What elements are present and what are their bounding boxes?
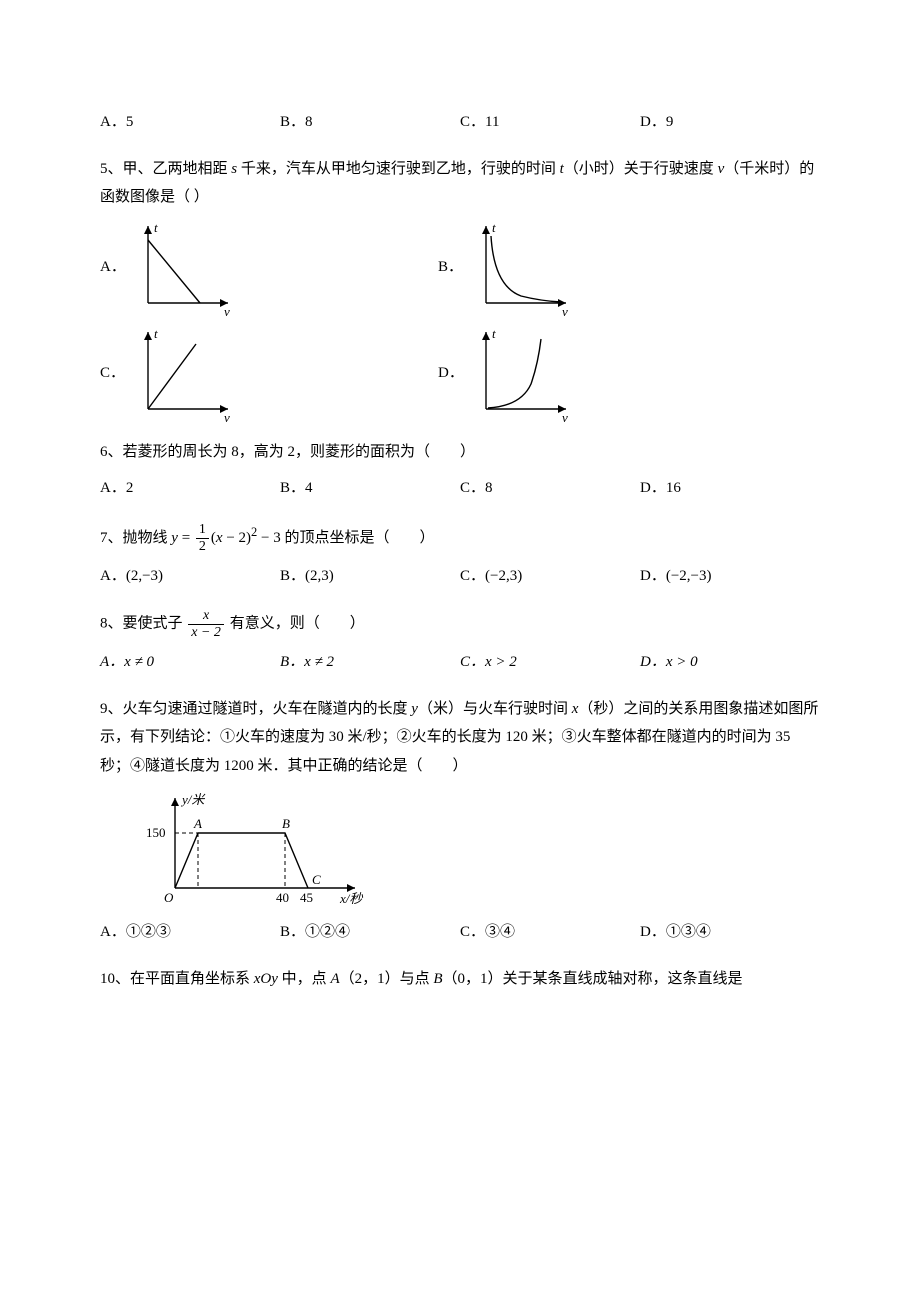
q10-b: 中，点 — [278, 971, 331, 987]
q10-d: （0，1）关于某条直线成轴对称，这条直线是 — [443, 971, 743, 987]
q5-label-c: C． — [100, 359, 128, 388]
q10-c: （2，1）与点 — [340, 971, 434, 987]
q8-opt-a: A．x ≠ 0 — [100, 648, 280, 677]
q9-ytick-150: 150 — [146, 825, 166, 840]
q7-opt-d: D．(−2,−3) — [640, 562, 820, 591]
q5-label-d: D． — [438, 359, 466, 388]
q9-b: （米）与火车行驶时间 — [418, 701, 572, 717]
q8-opt-c: C．x > 2 — [460, 648, 640, 677]
svg-text:v: v — [224, 410, 230, 424]
q10-stem: 10、在平面直角坐标系 xOy 中，点 A（2，1）与点 B（0，1）关于某条直… — [100, 965, 820, 994]
q7-opt-b: B．(2,3) — [280, 562, 460, 591]
q8-opt-d: D．x > 0 — [640, 648, 820, 677]
q7-stem: 7、抛物线 y = 12(x − 2)2 − 3 的顶点坐标是（ ） — [100, 521, 820, 554]
q8-frac: xx − 2 — [188, 608, 224, 640]
q4-opt-b: B．8 — [280, 108, 460, 137]
q5-text-b: 千来，汽车从甲地匀速行驶到乙地，行驶的时间 — [237, 161, 560, 177]
q7-x: x — [216, 530, 223, 546]
svg-text:t: t — [154, 326, 158, 341]
q8-stem: 8、要使式子 xx − 2 有意义，则（ ） — [100, 608, 820, 640]
q5-row-ab: A． t v B． t v — [100, 218, 820, 318]
q9-origin: O — [164, 890, 174, 905]
q5-graph-a: t v — [128, 218, 238, 318]
q9-point-c: C — [312, 872, 321, 887]
q7-options: A．(2,−3) B．(2,3) C．(−2,3) D．(−2,−3) — [100, 562, 820, 591]
q9-opt-a: A．①②③ — [100, 918, 280, 947]
q5-graph-b: t v — [466, 218, 576, 318]
q8-options: A．x ≠ 0 B．x ≠ 2 C．x > 2 D．x > 0 — [100, 648, 820, 677]
q5-row-cd: C． t v D． t v — [100, 324, 820, 424]
axis-v-label: v — [224, 304, 230, 318]
q4-opt-c: C．11 — [460, 108, 640, 137]
axis-t-label: t — [154, 220, 158, 235]
q7-opt-c: C．(−2,3) — [460, 562, 640, 591]
svg-text:v: v — [562, 304, 568, 318]
q9-point-b: B — [282, 816, 290, 831]
q4-opt-a: A．5 — [100, 108, 280, 137]
q9-opt-d: D．①③④ — [640, 918, 820, 947]
q9-options: A．①②③ B．①②④ C．③④ D．①③④ — [100, 918, 820, 947]
q4-options: A．5 B．8 C．11 D．9 — [100, 108, 820, 137]
q5-label-b: B． — [438, 253, 466, 282]
q9-graph: y/米 x/秒 O 150 A B C 40 45 — [140, 788, 820, 908]
q5-text-c: （小时）关于行驶速度 — [564, 161, 718, 177]
q9-opt-c: C．③④ — [460, 918, 640, 947]
q10-xoy: xOy — [254, 971, 278, 987]
svg-text:t: t — [492, 220, 496, 235]
q9-stem: 9、火车匀速通过隧道时，火车在隧道内的长度 y（米）与火车行驶时间 x（秒）之间… — [100, 695, 820, 781]
svg-text:t: t — [492, 326, 496, 341]
q7-y: y — [171, 530, 178, 546]
q5-graph-c: t v — [128, 324, 238, 424]
q7-a: 7、抛物线 — [100, 530, 171, 546]
q10-a: 10、在平面直角坐标系 — [100, 971, 254, 987]
q5-label-a: A． — [100, 253, 128, 282]
q8-opt-b: B．x ≠ 2 — [280, 648, 460, 677]
q7-eq1: = — [178, 530, 194, 546]
q7-opt-a: A．(2,−3) — [100, 562, 280, 591]
q7-frac-den: 2 — [196, 539, 209, 554]
q9-opt-b: B．①②④ — [280, 918, 460, 947]
svg-text:v: v — [562, 410, 568, 424]
q6-opt-c: C．8 — [460, 474, 640, 503]
q7-frac-num: 1 — [196, 522, 209, 538]
q6-options: A．2 B．4 C．8 D．16 — [100, 474, 820, 503]
q7-eq4: − 3 的顶点坐标是（ ） — [257, 530, 434, 546]
q8-a: 8、要使式子 — [100, 616, 186, 632]
q10-A: A — [330, 971, 339, 987]
q6-stem: 6、若菱形的周长为 8，高为 2，则菱形的面积为（ ） — [100, 438, 820, 467]
q9-y-axis-label: y/米 — [180, 792, 206, 807]
q6-opt-a: A．2 — [100, 474, 280, 503]
q6-opt-d: D．16 — [640, 474, 820, 503]
q6-opt-b: B．4 — [280, 474, 460, 503]
q9-y: y — [411, 701, 418, 717]
q8-b: 有意义，则（ ） — [226, 616, 365, 632]
q8-frac-num: x — [188, 608, 224, 624]
q9-xtick-45: 45 — [300, 890, 313, 905]
q5-stem: 5、甲、乙两地相距 s 千来，汽车从甲地匀速行驶到乙地，行驶的时间 t（小时）关… — [100, 155, 820, 212]
q9-xtick-40: 40 — [276, 890, 289, 905]
q7-eq3: − 2) — [223, 530, 251, 546]
q9-point-a: A — [193, 816, 202, 831]
q5-graph-d: t v — [466, 324, 576, 424]
q9-x-axis-label: x/秒 — [339, 891, 363, 906]
q7-frac: 12 — [196, 522, 209, 554]
q4-opt-d: D．9 — [640, 108, 820, 137]
q10-B: B — [433, 971, 442, 987]
q8-frac-den: x − 2 — [188, 625, 224, 640]
q9-a: 9、火车匀速通过隧道时，火车在隧道内的长度 — [100, 701, 411, 717]
q5-text-a: 5、甲、乙两地相距 — [100, 161, 231, 177]
